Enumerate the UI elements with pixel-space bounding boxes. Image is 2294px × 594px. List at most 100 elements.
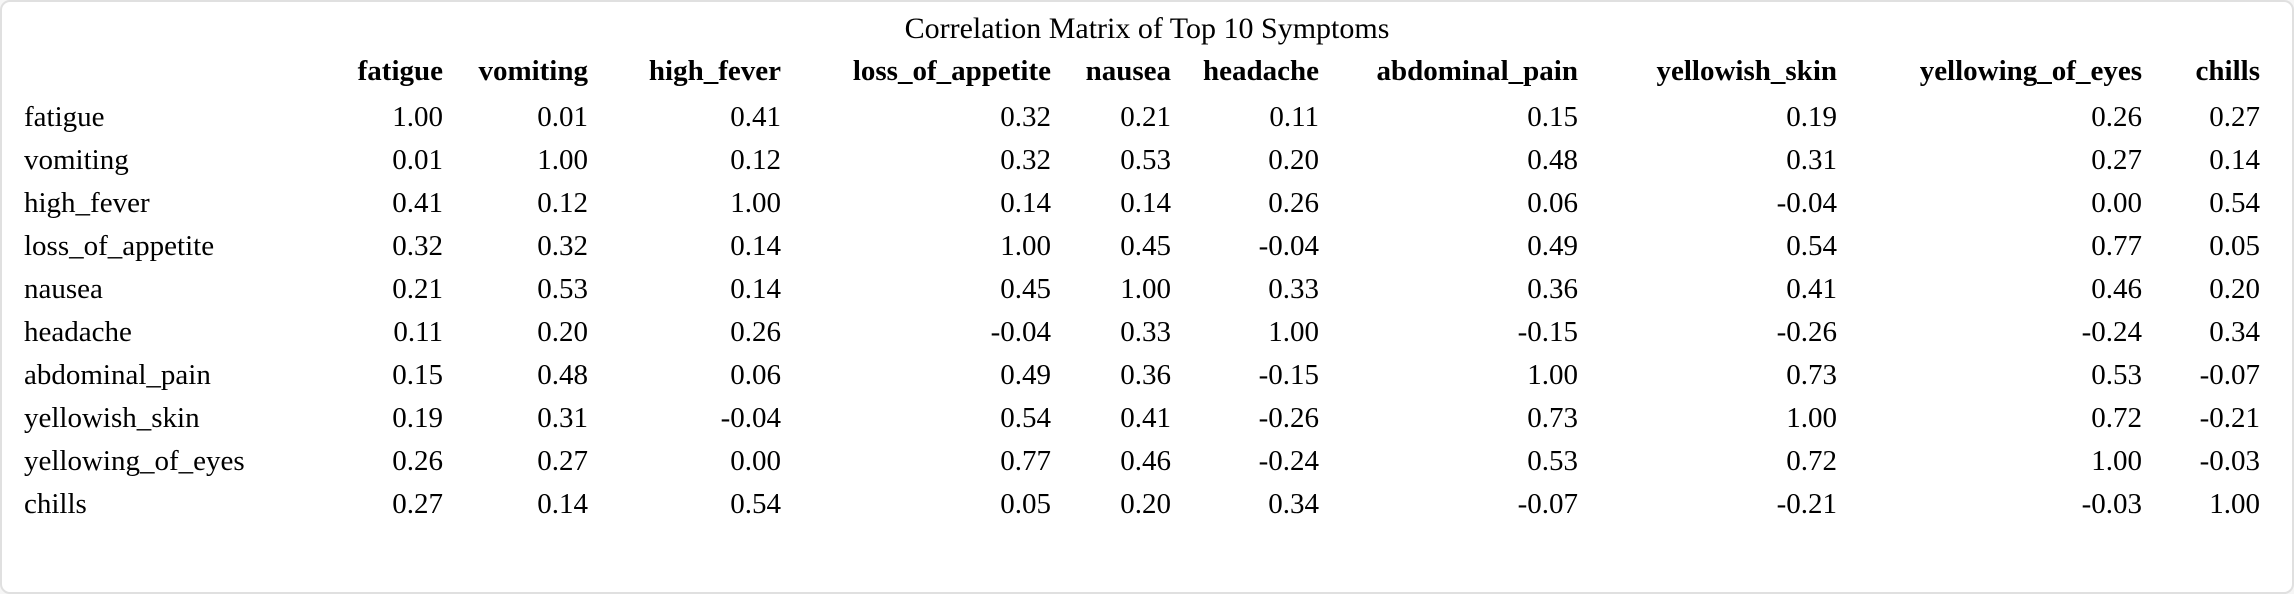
matrix-cell: 0.54: [1786, 230, 1837, 262]
column-header: yellowish_skin: [1656, 54, 1838, 87]
matrix-cell: -0.03: [2081, 488, 2142, 520]
matrix-cell: 0.73: [1527, 402, 1578, 434]
matrix-cell: 0.20: [2209, 273, 2260, 305]
matrix-cell: 0.06: [730, 359, 781, 391]
matrix-cell: 1.00: [1786, 402, 1837, 434]
matrix-cell: 0.21: [392, 273, 443, 305]
matrix-cell: 0.53: [1120, 144, 1171, 176]
matrix-cell: 0.49: [1527, 230, 1578, 262]
matrix-cell: 0.05: [1000, 488, 1051, 520]
matrix-cell: 0.19: [392, 402, 443, 434]
column-header: headache: [1203, 54, 1319, 87]
matrix-cell: 0.34: [1268, 488, 1319, 520]
matrix-cell: 1.00: [537, 144, 588, 176]
matrix-cell: 0.77: [1000, 445, 1051, 477]
matrix-cell: 0.73: [1786, 359, 1837, 391]
matrix-cell: 0.00: [730, 445, 781, 477]
corner-cell: [24, 46, 349, 96]
matrix-cell: 0.27: [2091, 144, 2142, 176]
matrix-cell: 0.48: [1527, 144, 1578, 176]
matrix-cell: 1.00: [2091, 445, 2142, 477]
matrix-cell: 0.45: [1120, 230, 1171, 262]
matrix-cell: 0.41: [1786, 273, 1837, 305]
matrix-cell: 0.26: [1268, 187, 1319, 219]
matrix-cell: -0.24: [1258, 445, 1319, 477]
matrix-cell: 0.14: [730, 230, 781, 262]
matrix-cell: 1.00: [392, 101, 443, 133]
matrix-cell: 0.54: [730, 488, 781, 520]
matrix-cell: 0.26: [392, 445, 443, 477]
matrix-cell: -0.04: [1258, 230, 1319, 262]
matrix-cell: 0.33: [1120, 316, 1171, 348]
matrix-cell: 0.00: [2091, 187, 2142, 219]
table-row: abdominal_pain 0.15 0.48 0.06 0.49 0.36 -0.15 1…: [24, 354, 2260, 397]
table-row: yellowish_skin 0.19 0.31 -0.04 0.54 0.41 -0.26…: [24, 397, 2260, 440]
matrix-cell: 0.20: [537, 316, 588, 348]
matrix-cell: 0.15: [1527, 101, 1578, 133]
matrix-cell: -0.15: [1258, 359, 1319, 391]
matrix-cell: 0.45: [1000, 273, 1051, 305]
column-header: chills: [2195, 54, 2260, 87]
header-row: fatigue vomiting high_fever loss_of_appetit…: [24, 46, 2260, 96]
matrix-cell: 0.12: [537, 187, 588, 219]
matrix-cell: 1.00: [730, 187, 781, 219]
matrix-cell: 0.32: [1000, 144, 1051, 176]
matrix-cell: 0.53: [1527, 445, 1578, 477]
matrix-cell: 0.41: [392, 187, 443, 219]
table-row: chills 0.27 0.14 0.54 0.05 0.20 0.34 -0.07 -0.21…: [24, 483, 2260, 526]
matrix-cell: -0.03: [2199, 445, 2260, 477]
matrix-cell: 0.36: [1527, 273, 1578, 305]
column-header: yellowing_of_eyes: [1919, 54, 2142, 87]
row-label: nausea: [24, 273, 103, 305]
matrix-cell: 0.32: [392, 230, 443, 262]
matrix-cell: 0.27: [2209, 101, 2260, 133]
matrix-cell: 0.41: [1120, 402, 1171, 434]
matrix-cell: 0.33: [1268, 273, 1319, 305]
matrix-cell: 0.14: [1000, 187, 1051, 219]
matrix-cell: 1.00: [2209, 488, 2260, 520]
matrix-cell: 0.46: [2091, 273, 2142, 305]
matrix-body: fatigue 1.00 0.01 0.41 0.32 0.21 0.11 0.15 0.19 0…: [24, 96, 2260, 526]
matrix-cell: 0.14: [537, 488, 588, 520]
matrix-cell: 0.14: [1120, 187, 1171, 219]
matrix-cell: 0.34: [2209, 316, 2260, 348]
column-header: vomiting: [478, 54, 588, 87]
matrix-cell: -0.04: [1776, 187, 1837, 219]
table-row: loss_of_appetite 0.32 0.32 0.14 1.00 0.45 -0.0…: [24, 225, 2260, 268]
matrix-cell: -0.21: [1776, 488, 1837, 520]
matrix-cell: 0.54: [1000, 402, 1051, 434]
matrix-cell: 1.00: [1000, 230, 1051, 262]
table-row: yellowing_of_eyes 0.26 0.27 0.00 0.77 0.46 -0.…: [24, 440, 2260, 483]
column-header: abdominal_pain: [1376, 54, 1578, 87]
matrix-cell: 0.14: [730, 273, 781, 305]
matrix-cell: 0.12: [730, 144, 781, 176]
matrix-cell: 0.54: [2209, 187, 2260, 219]
matrix-cell: 0.06: [1527, 187, 1578, 219]
matrix-cell: -0.15: [1517, 316, 1578, 348]
matrix-cell: 0.77: [2091, 230, 2142, 262]
matrix-cell: 0.15: [392, 359, 443, 391]
matrix-cell: 0.19: [1786, 101, 1837, 133]
table-row: fatigue 1.00 0.01 0.41 0.32 0.21 0.11 0.15 0.19 0…: [24, 96, 2260, 139]
matrix-cell: 0.21: [1120, 101, 1171, 133]
column-header: high_fever: [648, 54, 781, 87]
matrix-cell: 0.27: [392, 488, 443, 520]
matrix-cell: 0.14: [2209, 144, 2260, 176]
table-row: nausea 0.21 0.53 0.14 0.45 1.00 0.33 0.36 0.41 0.…: [24, 268, 2260, 311]
column-header: fatigue: [357, 54, 443, 87]
row-label: yellowish_skin: [24, 402, 200, 434]
matrix-cell: 1.00: [1527, 359, 1578, 391]
matrix-cell: -0.07: [2199, 359, 2260, 391]
row-label: high_fever: [24, 187, 150, 219]
row-label: loss_of_appetite: [24, 230, 215, 262]
matrix-cell: 0.11: [1269, 101, 1319, 133]
matrix-cell: -0.07: [1517, 488, 1578, 520]
row-label: vomiting: [24, 144, 129, 176]
row-label: abdominal_pain: [24, 359, 211, 391]
matrix-cell: 0.31: [537, 402, 588, 434]
matrix-cell: 0.01: [392, 144, 443, 176]
matrix-cell: 0.49: [1000, 359, 1051, 391]
matrix-cell: 0.20: [1120, 488, 1171, 520]
matrix-cell: -0.04: [990, 316, 1051, 348]
matrix-cell: 0.32: [1000, 101, 1051, 133]
